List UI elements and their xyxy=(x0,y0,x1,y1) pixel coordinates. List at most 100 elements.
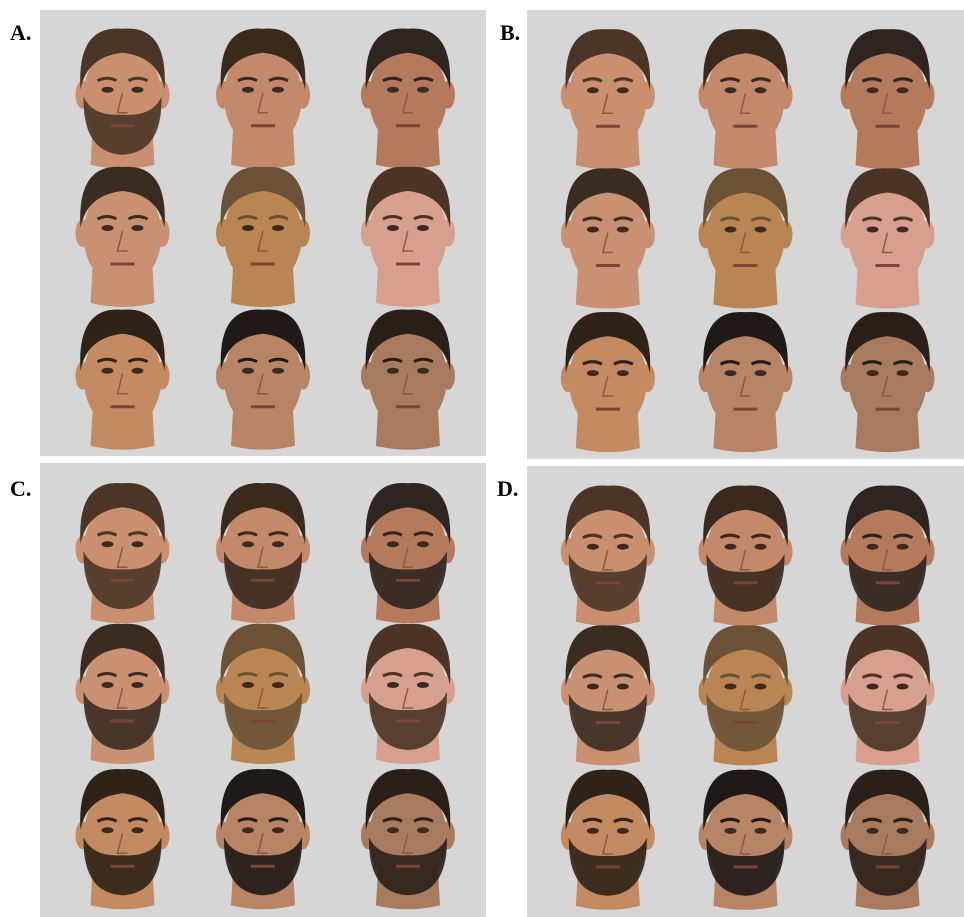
figure: A. B. C. D. xyxy=(0,0,964,917)
eye xyxy=(102,87,114,93)
eye xyxy=(755,828,767,834)
eye xyxy=(587,828,599,834)
eye xyxy=(587,544,599,550)
face xyxy=(216,29,310,169)
eye xyxy=(897,87,909,93)
eye xyxy=(867,87,879,93)
eye xyxy=(417,225,429,231)
face xyxy=(361,29,455,169)
face xyxy=(216,624,310,764)
panel-label: B. xyxy=(500,20,520,46)
eye xyxy=(617,828,629,834)
panel-label: C. xyxy=(10,476,31,502)
eye xyxy=(617,370,629,376)
eye xyxy=(587,227,599,233)
eye xyxy=(272,225,284,231)
panel-b xyxy=(527,10,964,459)
eye xyxy=(387,368,399,374)
eye xyxy=(587,87,599,93)
eye xyxy=(417,682,429,688)
eye xyxy=(387,225,399,231)
face xyxy=(361,167,455,307)
eye xyxy=(867,370,879,376)
face xyxy=(699,770,793,910)
eye xyxy=(417,827,429,833)
eye xyxy=(897,370,909,376)
eye xyxy=(755,227,767,233)
eye xyxy=(387,827,399,833)
panel-c xyxy=(40,463,486,917)
eye xyxy=(417,87,429,93)
eye xyxy=(867,227,879,233)
eye xyxy=(897,684,909,690)
eye xyxy=(242,368,254,374)
eye xyxy=(272,541,284,547)
eye xyxy=(897,828,909,834)
eye xyxy=(102,682,114,688)
face xyxy=(76,483,170,623)
eye xyxy=(272,827,284,833)
eye xyxy=(387,87,399,93)
eye xyxy=(617,227,629,233)
eye xyxy=(725,828,737,834)
panel-a xyxy=(40,10,486,456)
eye xyxy=(242,225,254,231)
eye xyxy=(617,684,629,690)
eye xyxy=(102,368,114,374)
face xyxy=(76,167,170,307)
face xyxy=(561,168,655,308)
face-grid xyxy=(527,466,964,917)
panel-label: A. xyxy=(10,20,31,46)
face xyxy=(76,29,170,169)
eye xyxy=(132,682,144,688)
face xyxy=(216,769,310,909)
eye xyxy=(102,225,114,231)
eye xyxy=(725,87,737,93)
eye xyxy=(272,87,284,93)
eye xyxy=(387,541,399,547)
eye xyxy=(242,87,254,93)
face-grid xyxy=(40,463,486,917)
panel-d xyxy=(527,466,964,917)
eye xyxy=(102,541,114,547)
face xyxy=(216,483,310,623)
face xyxy=(76,769,170,909)
face xyxy=(841,625,935,765)
eye xyxy=(417,541,429,547)
face xyxy=(841,312,935,452)
face-grid xyxy=(527,10,964,459)
eye xyxy=(755,370,767,376)
eye xyxy=(867,684,879,690)
eye xyxy=(587,684,599,690)
eye xyxy=(272,368,284,374)
eye xyxy=(617,544,629,550)
face xyxy=(76,309,170,449)
eye xyxy=(132,225,144,231)
face xyxy=(216,167,310,307)
face xyxy=(699,312,793,452)
eye xyxy=(725,544,737,550)
face xyxy=(841,770,935,910)
eye xyxy=(755,684,767,690)
face-grid xyxy=(40,10,486,456)
face xyxy=(699,625,793,765)
eye xyxy=(897,544,909,550)
face xyxy=(841,168,935,308)
face xyxy=(699,485,793,625)
face xyxy=(841,485,935,625)
face xyxy=(561,625,655,765)
face xyxy=(699,29,793,169)
face xyxy=(361,309,455,449)
eye xyxy=(587,370,599,376)
eye xyxy=(867,544,879,550)
face xyxy=(361,769,455,909)
eye xyxy=(617,87,629,93)
face xyxy=(361,483,455,623)
face xyxy=(76,624,170,764)
face xyxy=(361,624,455,764)
eye xyxy=(272,682,284,688)
eye xyxy=(242,827,254,833)
eye xyxy=(725,227,737,233)
eye xyxy=(242,541,254,547)
face xyxy=(216,309,310,449)
